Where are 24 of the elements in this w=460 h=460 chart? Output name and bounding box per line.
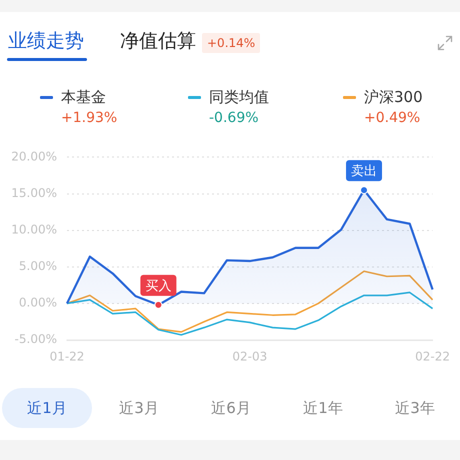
data-label: 买入: [145, 278, 172, 294]
legend-label: 本基金: [61, 88, 106, 106]
text: -0.69%: [209, 110, 259, 126]
y-tick-label: -5.00%: [14, 332, 57, 346]
x-tick-label: 01-22: [50, 349, 84, 364]
y-tick-label: 20.00%: [11, 149, 57, 164]
text: +1.93%: [61, 110, 118, 126]
x-tick-label: 02-03: [232, 349, 268, 364]
y-tick-label: 0.00%: [18, 296, 57, 310]
data-label: 卖出: [351, 164, 378, 179]
text: +0.49%: [364, 110, 420, 126]
text: +0.14%: [207, 35, 256, 52]
chart-title: 业绩走势: [8, 29, 84, 53]
text: 近6月: [210, 398, 252, 419]
legend-label: 沪深300: [364, 88, 423, 106]
text: 近1年: [302, 398, 344, 419]
y-tick-label: 15.00%: [11, 186, 57, 200]
x-tick-label: 02-22: [415, 349, 450, 364]
legend-label: 同类均值: [209, 88, 269, 106]
text: 近3年: [394, 398, 436, 419]
chart-subtitle: 净值估算: [120, 29, 196, 53]
y-tick-label: 10.00%: [11, 222, 57, 236]
y-tick-label: 5.00%: [18, 259, 57, 274]
text: 近3月: [118, 398, 160, 419]
